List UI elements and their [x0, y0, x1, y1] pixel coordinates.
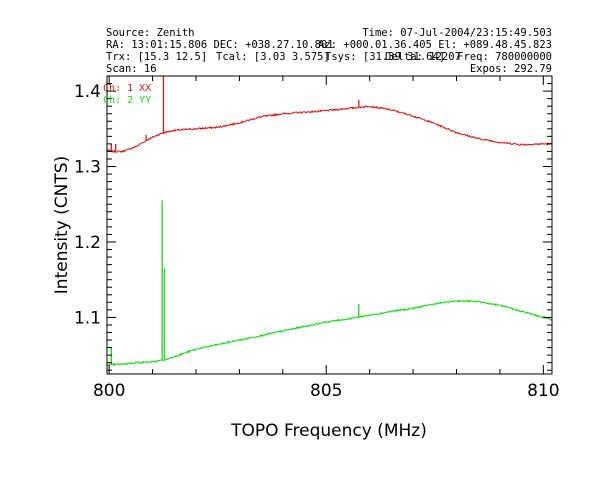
series-line-2 [106, 299, 553, 367]
tick-layer: 800 805 810 1.1 1.2 1.3 1.4 [74, 76, 560, 401]
y-tick-label-1: 1.2 [74, 233, 101, 253]
x-tick-label-805: 805 [310, 381, 342, 401]
x-tick-label-800: 800 [93, 381, 125, 401]
header-az-el: Az: +000.01.36.405 El: +089.48.45.823 [318, 39, 552, 51]
header-time: Time: 07-Jul-2004/23:15:49.503 [362, 27, 552, 39]
header-ra-dec: RA: 13:01:15.806 DEC: +038.27.10.801 [106, 39, 334, 51]
legend-ch1: Ch: 1 XX [103, 83, 151, 94]
series-line-1 [106, 105, 553, 154]
plot-frame [106, 75, 553, 375]
header-expos: Expos: 292.79 [470, 63, 552, 75]
y-tick-label-0: 1.1 [74, 308, 101, 328]
x-axis-label: TOPO Frequency (MHz) [230, 421, 427, 441]
series-layer [106, 76, 553, 367]
header-scan: Scan: 16 [106, 63, 157, 75]
header-tsys: Tsys: [31.39 31.64] [325, 51, 445, 63]
legend-ch2: Ch: 2 YY [103, 95, 151, 106]
header-trx: Trx: [15.3 12.5] [106, 51, 207, 63]
header-freq: Freq: 780000000 [457, 51, 552, 63]
y-tick-label-2: 1.3 [74, 158, 101, 178]
y-axis-label: Intensity (CNTS) [52, 156, 72, 294]
header-tcal: Tcal: [3.03 3.575] [216, 51, 330, 63]
header-source: Source: Zenith [106, 27, 195, 39]
y-tick-label-3: 1.4 [74, 82, 101, 102]
x-tick-label-810: 810 [527, 381, 559, 401]
header-delta: Delta: 12207 [385, 51, 461, 63]
